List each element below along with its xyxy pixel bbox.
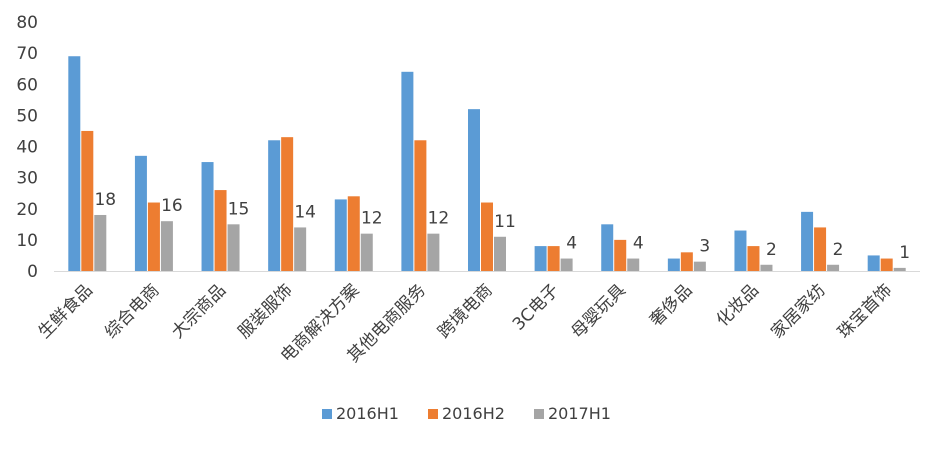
bar <box>893 267 906 271</box>
bar <box>547 246 560 271</box>
x-tick-label: 跨境电商 <box>434 280 496 342</box>
bar <box>481 202 493 271</box>
x-tick-label: 服装服饰 <box>234 280 296 342</box>
data-label: 4 <box>633 234 644 254</box>
data-label: 4 <box>566 234 577 254</box>
legend-item: 2017H1 <box>534 404 611 423</box>
bar <box>294 227 307 271</box>
bar <box>201 162 214 271</box>
data-label: 2 <box>833 240 844 260</box>
x-tick-label: 生鲜食品 <box>35 280 97 342</box>
x-tick-label: 母婴玩具 <box>568 280 630 342</box>
y-tick-label: 0 <box>27 262 38 282</box>
x-tick-label: 珠宝首饰 <box>834 280 896 342</box>
data-label: 12 <box>361 209 383 229</box>
bar <box>334 199 347 271</box>
bar <box>401 71 414 271</box>
bar <box>747 246 760 271</box>
bar <box>347 196 360 271</box>
y-tick-label: 10 <box>16 231 38 251</box>
bar <box>494 236 506 271</box>
data-labels: 18 16 15 14 12 12 11 4 4 3 2 2 1 <box>94 190 910 263</box>
bar <box>468 109 480 272</box>
legend-label: 2016H2 <box>442 404 505 423</box>
bar <box>667 258 680 271</box>
bar <box>734 230 747 271</box>
data-label: 16 <box>161 196 183 216</box>
legend-swatch <box>534 409 544 419</box>
data-label: 12 <box>428 209 450 229</box>
bar <box>867 255 880 271</box>
y-tick-label: 20 <box>16 200 38 220</box>
data-label: 14 <box>294 202 316 222</box>
bar <box>81 130 94 271</box>
legend-item: 2016H2 <box>428 404 505 423</box>
bar <box>147 202 160 271</box>
y-tick-label: 30 <box>16 169 38 189</box>
x-tick-label: 奢侈品 <box>646 280 696 330</box>
bar <box>614 239 627 271</box>
bar <box>760 264 773 271</box>
y-tick-label: 60 <box>16 75 38 95</box>
bar <box>601 224 614 271</box>
legend: 2016H1 2016H2 2017H1 <box>322 404 611 423</box>
data-label: 1 <box>899 243 910 263</box>
y-tick-label: 70 <box>16 44 38 64</box>
bar <box>227 224 240 271</box>
bar <box>268 140 281 271</box>
bar <box>880 258 893 271</box>
bar <box>627 258 640 271</box>
bar <box>68 56 81 271</box>
data-label: 15 <box>228 199 250 219</box>
bar <box>827 264 840 271</box>
x-tick-label: 大宗商品 <box>168 280 230 342</box>
x-tick-label: 化妆品 <box>713 280 763 330</box>
bar <box>427 233 440 271</box>
bar <box>534 246 547 271</box>
legend-swatch <box>428 409 438 419</box>
bar <box>560 258 573 271</box>
bar <box>414 140 427 271</box>
bar <box>814 227 827 271</box>
bar <box>94 214 107 271</box>
bar <box>693 261 706 271</box>
data-label: 18 <box>94 190 116 210</box>
legend-item: 2016H1 <box>322 404 399 423</box>
y-axis-ticks: 0 10 20 30 40 50 60 70 80 <box>16 13 38 282</box>
bar <box>680 252 693 271</box>
bar <box>360 233 373 271</box>
x-tick-label: 3C电子 <box>509 280 563 334</box>
bar <box>160 221 173 271</box>
legend-label: 2017H1 <box>548 404 611 423</box>
data-label: 11 <box>494 212 516 232</box>
data-label: 2 <box>766 240 777 260</box>
y-tick-label: 80 <box>16 13 38 33</box>
bar <box>214 190 227 271</box>
bar <box>281 137 294 271</box>
data-label: 3 <box>699 237 710 257</box>
legend-label: 2016H1 <box>336 404 399 423</box>
y-tick-label: 40 <box>16 138 38 158</box>
x-tick-label: 家居家纺 <box>767 280 829 342</box>
bars <box>68 56 906 272</box>
bar <box>134 155 147 271</box>
bar <box>801 211 814 271</box>
legend-swatch <box>322 409 332 419</box>
x-tick-label: 综合电商 <box>101 280 163 342</box>
y-tick-label: 50 <box>16 106 38 126</box>
